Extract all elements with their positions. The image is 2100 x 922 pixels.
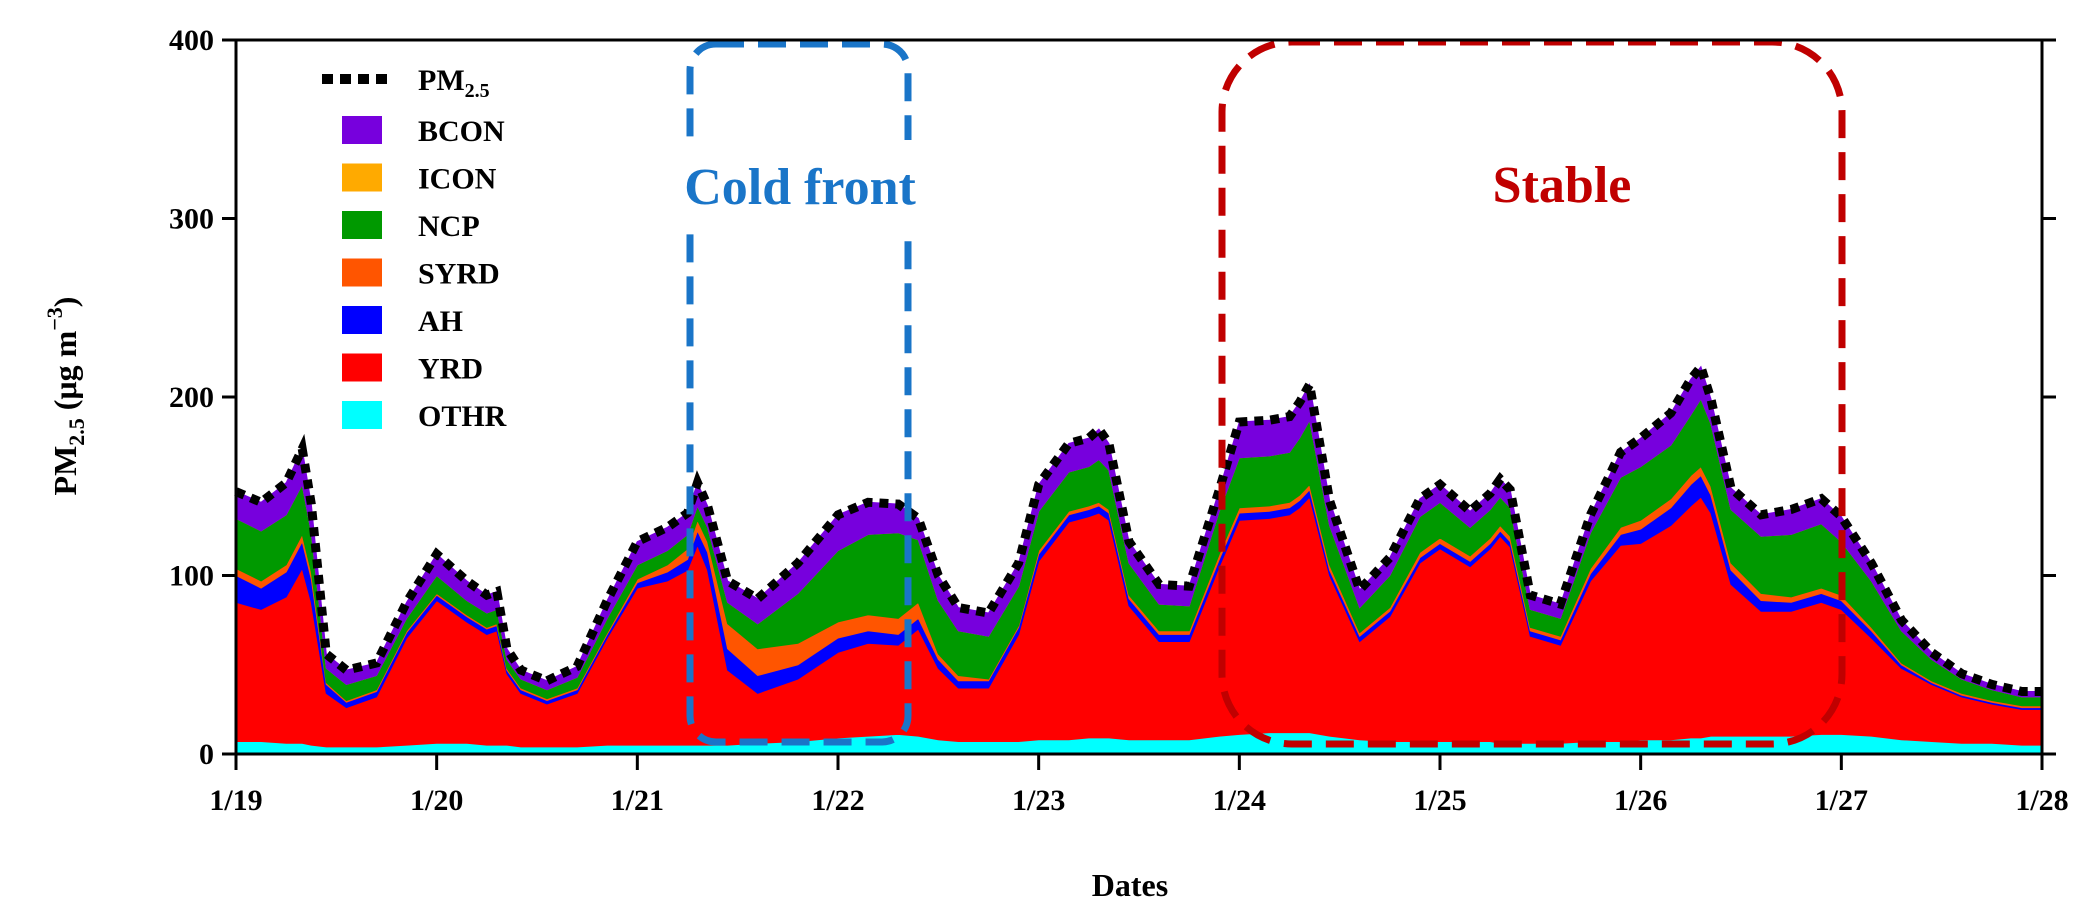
legend-pm25-label: PM2.5 <box>418 64 490 102</box>
x-tick-label-1/27: 1/27 <box>1815 784 1868 817</box>
y-axis-title-subscript: 2.5 <box>64 418 89 446</box>
x-axis-title: Dates <box>1092 867 1168 903</box>
legend-label-icon: ICON <box>418 163 497 196</box>
y-tick-label-400: 400 <box>169 24 214 57</box>
legend-swatch-ah <box>342 306 382 334</box>
x-tick-label-1/20: 1/20 <box>410 784 463 817</box>
legend-label-othr: OTHR <box>418 400 507 433</box>
x-tick-label-1/28: 1/28 <box>2015 784 2068 817</box>
x-axis-ticks: 1/19 1/20 1/21 1/22 1/23 1/24 1/25 1/26 1/27 1/28 <box>209 754 2069 817</box>
legend-swatch-ncp <box>342 211 382 239</box>
legend-swatch-yrd <box>342 353 382 382</box>
x-tick-label-1/25: 1/25 <box>1413 784 1466 817</box>
legend-swatch-bcon <box>342 116 382 144</box>
legend-pm25-subscript: 2.5 <box>465 80 490 102</box>
legend-swatch-icon <box>342 163 382 192</box>
legend: PM2.5 BCON ICON NCP SYRD AH YRD OTHR <box>322 64 507 433</box>
y-tick-label-300: 300 <box>169 203 214 236</box>
x-tick-label-1/21: 1/21 <box>611 784 664 817</box>
y-axis-title-unit-exponent: −3 <box>42 307 67 331</box>
legend-items: BCON ICON NCP SYRD AH YRD OTHR <box>342 115 507 433</box>
y-tick-label-100: 100 <box>169 560 214 593</box>
cold-front-label-background <box>655 140 945 230</box>
x-tick-label-1/23: 1/23 <box>1012 784 1065 817</box>
x-tick-label-1/26: 1/26 <box>1614 784 1667 817</box>
y-axis-title-unit-close: ) <box>47 297 83 308</box>
y-axis-title: PM2.5 (μg m−3) <box>42 297 89 496</box>
y-axis-title-main: PM <box>47 446 83 496</box>
legend-label-yrd: YRD <box>418 353 483 386</box>
legend-swatch-syrd <box>342 258 382 287</box>
cold-front-annotation-box <box>686 40 912 746</box>
y-tick-label-200: 200 <box>169 381 214 414</box>
y-axis-title-unit-open: (μg m <box>47 330 83 418</box>
legend-swatch-othr <box>342 401 382 429</box>
y-tick-label-0: 0 <box>199 738 214 771</box>
legend-pm25-main: PM <box>418 64 465 97</box>
legend-label-syrd: SYRD <box>418 258 500 291</box>
legend-label-bcon: BCON <box>418 115 505 148</box>
y-axis-ticks: 0 100 200 300 400 <box>169 24 2056 771</box>
stable-label: Stable <box>1493 157 1632 214</box>
x-tick-label-1/24: 1/24 <box>1213 784 1266 817</box>
legend-label-ncp: NCP <box>418 210 480 243</box>
legend-label-ah: AH <box>418 305 463 338</box>
x-tick-label-1/22: 1/22 <box>811 784 864 817</box>
cold-front-label: Cold front <box>684 159 916 216</box>
total-pm25-dotted-line <box>234 357 2042 696</box>
x-tick-label-1/19: 1/19 <box>209 784 262 817</box>
